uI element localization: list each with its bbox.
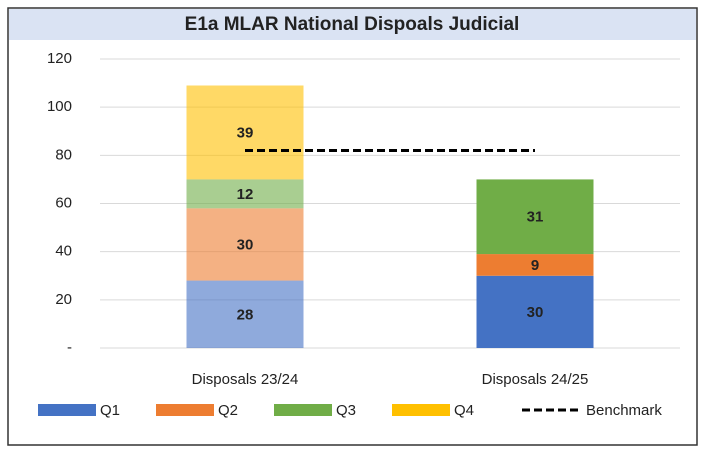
x-tick-label: Disposals 24/25 <box>482 371 589 388</box>
y-tick-label: 80 <box>55 146 72 163</box>
bar-segment <box>476 254 594 276</box>
bar-segment <box>476 179 594 255</box>
bar-segment <box>186 280 304 348</box>
legend-label: Q1 <box>100 402 120 419</box>
data-label: 30 <box>237 236 254 253</box>
legend-swatch <box>274 404 332 416</box>
bar-segment <box>476 275 594 348</box>
legend-swatch <box>392 404 450 416</box>
legend-label: Q4 <box>454 402 474 419</box>
y-tick-label: 100 <box>47 98 72 115</box>
bar-segment <box>186 85 304 180</box>
data-label: 9 <box>531 257 539 274</box>
y-tick-label: - <box>67 339 72 356</box>
y-tick-label: 60 <box>55 194 72 211</box>
data-label: 30 <box>527 304 544 321</box>
data-label: 28 <box>237 306 254 323</box>
x-tick-label: Disposals 23/24 <box>192 371 299 388</box>
data-label: 31 <box>527 209 544 226</box>
data-label: 39 <box>237 124 254 141</box>
legend-swatch <box>156 404 214 416</box>
legend-label: Q2 <box>218 402 238 419</box>
y-tick-label: 120 <box>47 50 72 67</box>
y-tick-label: 40 <box>55 243 72 260</box>
legend-label: Benchmark <box>586 402 662 419</box>
chart-title: E1a MLAR National Dispoals Judicial <box>185 14 520 35</box>
bar-segment <box>186 208 304 281</box>
legend-label: Q3 <box>336 402 356 419</box>
legend-swatch <box>38 404 96 416</box>
title-band <box>9 9 696 40</box>
bar-segment <box>186 179 304 209</box>
data-label: 12 <box>237 186 254 203</box>
frame <box>7 7 698 446</box>
y-tick-label: 20 <box>55 291 72 308</box>
